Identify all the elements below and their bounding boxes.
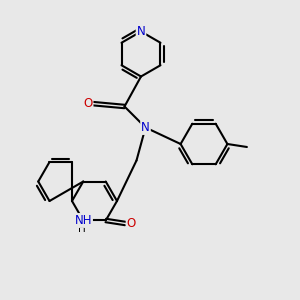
Text: N: N [136, 25, 146, 38]
Text: O: O [127, 217, 136, 230]
Text: O: O [83, 97, 92, 110]
Text: H: H [78, 224, 85, 234]
Text: NH: NH [74, 214, 92, 227]
Text: N: N [141, 121, 150, 134]
